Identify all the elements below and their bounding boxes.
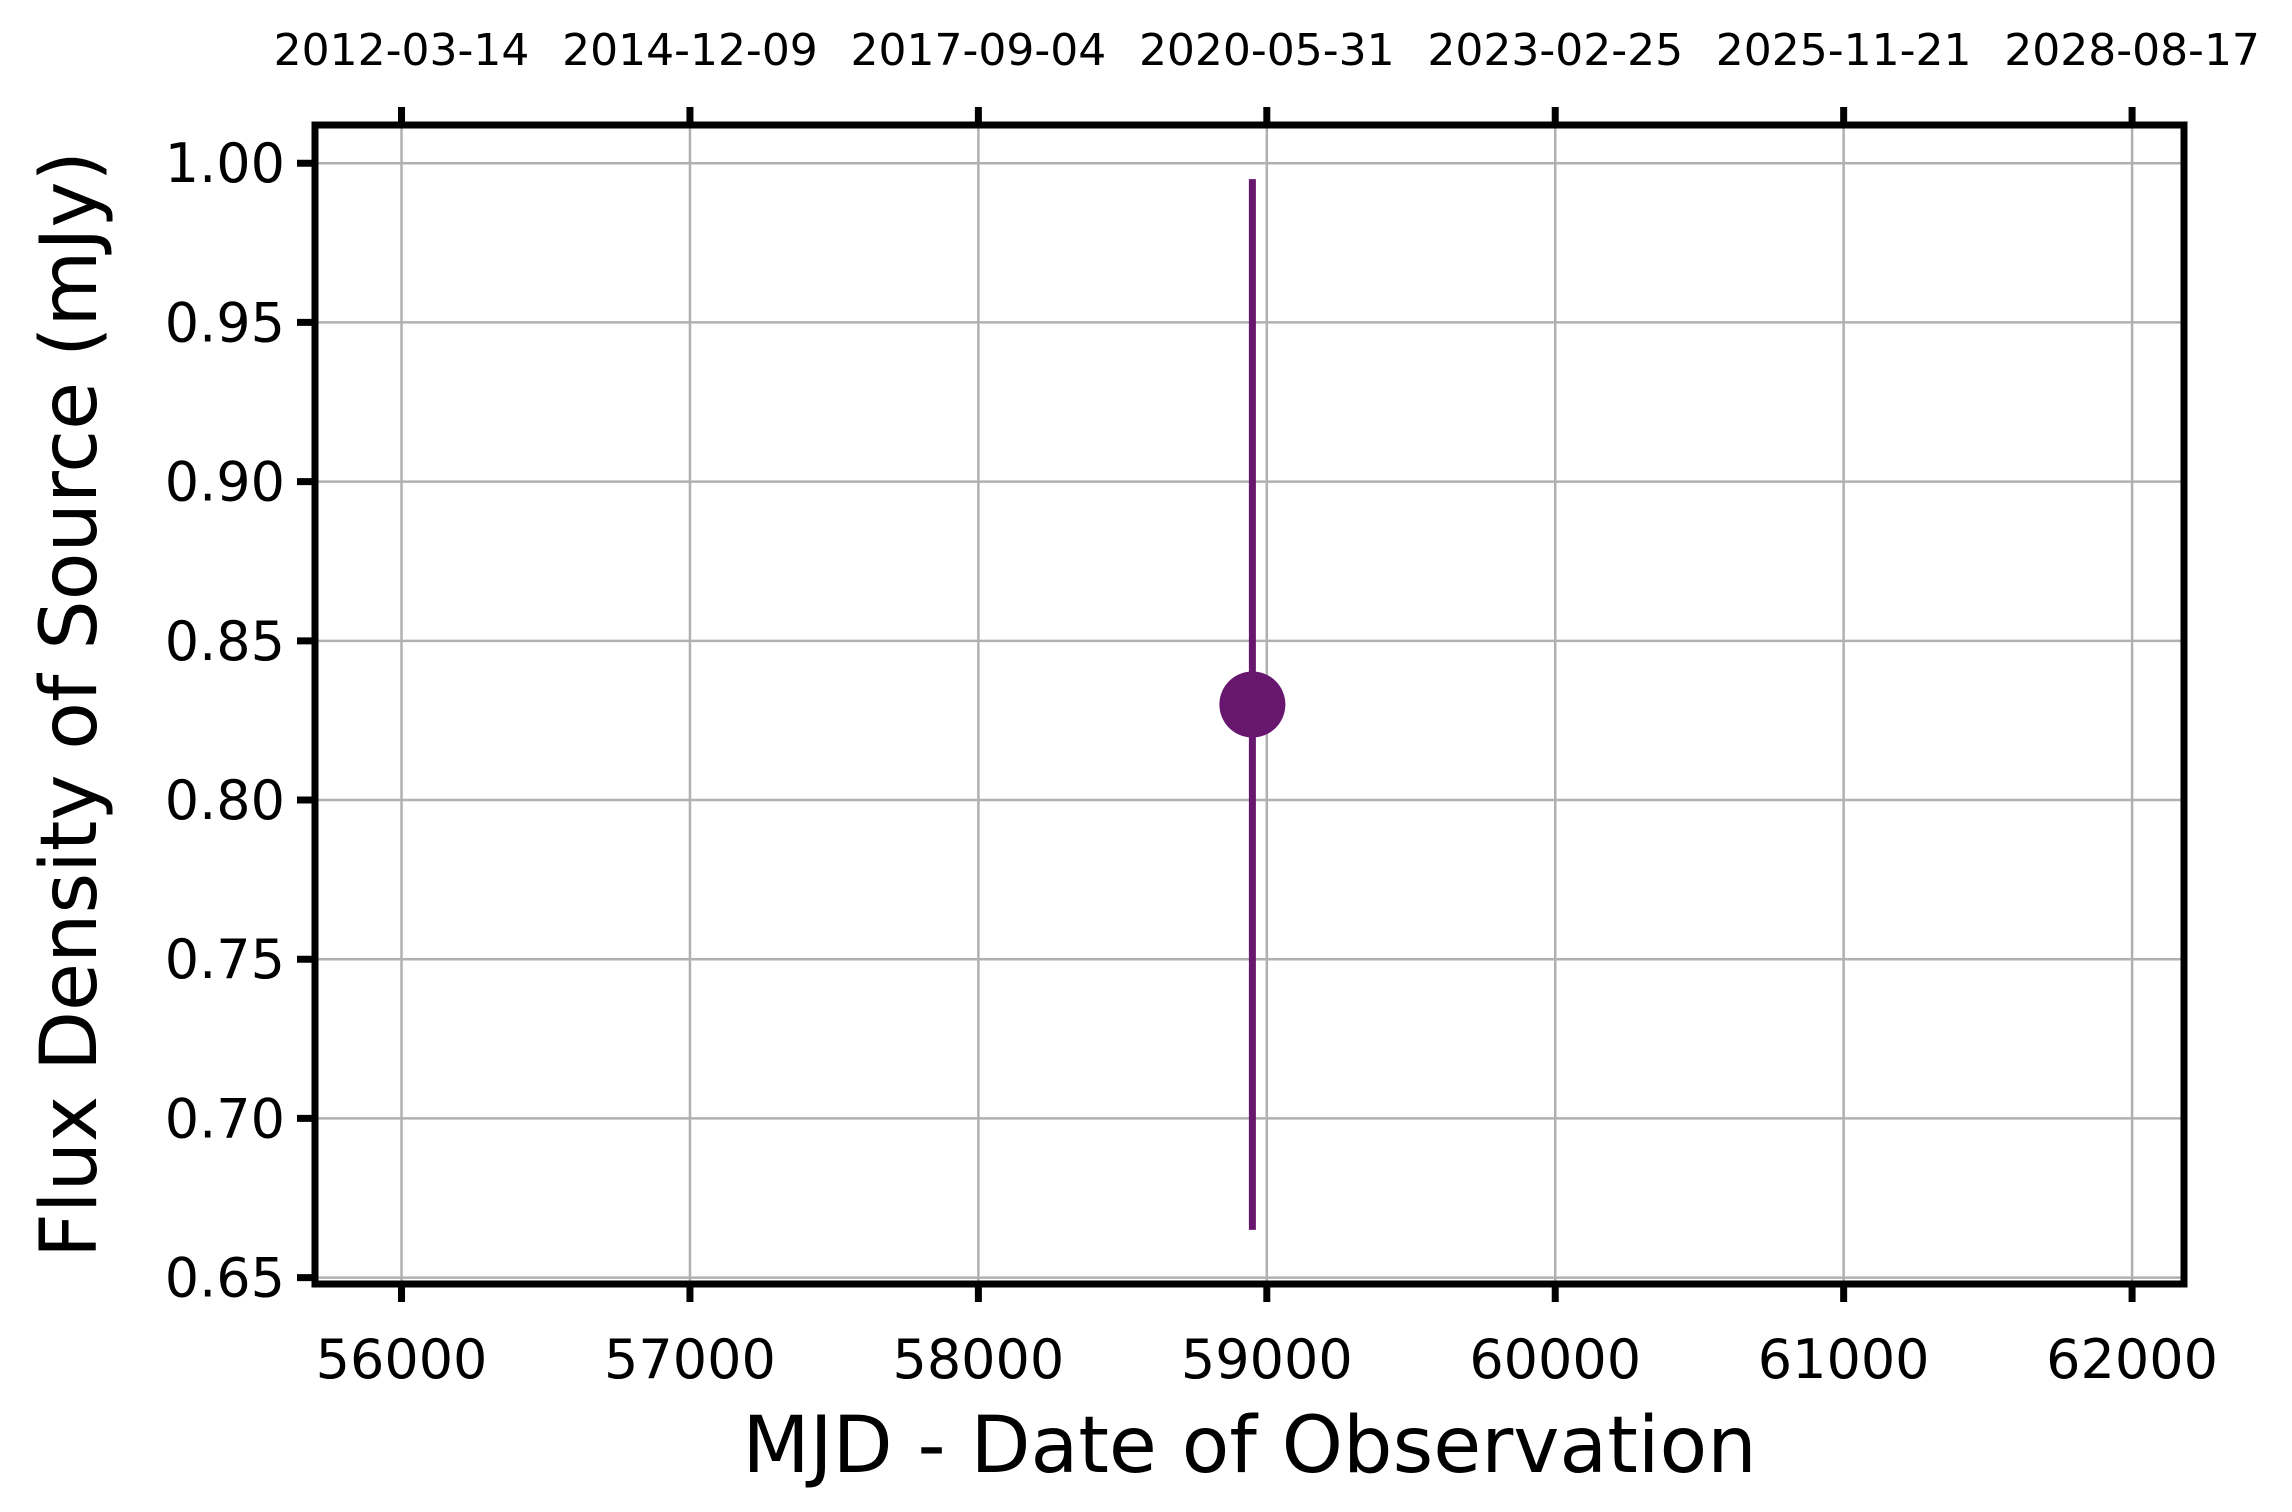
top-date-tick-label: 2020-05-31 <box>1139 25 1395 76</box>
y-tick-label: 0.95 <box>165 291 285 354</box>
y-tick-label: 1.00 <box>165 132 285 195</box>
x-tick-label: 59000 <box>1181 1328 1353 1391</box>
top-date-tick-label: 2023-02-25 <box>1427 25 1683 76</box>
y-tick-label: 0.85 <box>165 610 285 673</box>
tick-labels: 56000 2012-03-14 57000 2014-12-09 58000 2017-… <box>165 25 2260 1391</box>
data-series <box>1219 179 1286 1230</box>
x-tick-label: 61000 <box>1758 1328 1930 1391</box>
data-point <box>1219 671 1286 738</box>
top-date-tick-label: 2014-12-09 <box>562 25 818 76</box>
y-tick-label: 0.75 <box>165 928 285 991</box>
y-axis-title: Flux Density of Source (mJy) <box>25 151 115 1258</box>
x-tick-label: 58000 <box>892 1328 1064 1391</box>
top-date-tick-label: 2017-09-04 <box>851 25 1107 76</box>
x-tick-label: 62000 <box>2046 1328 2218 1391</box>
x-axis-title: MJD - Date of Observation <box>742 1401 1756 1491</box>
plot-frame <box>311 121 2188 1288</box>
top-date-tick-label: 2025-11-21 <box>1716 25 1972 76</box>
top-date-tick-label: 2028-08-17 <box>2004 25 2260 76</box>
x-tick-label: 57000 <box>604 1328 776 1391</box>
top-date-tick-label: 2012-03-14 <box>274 25 530 76</box>
x-tick-label: 60000 <box>1469 1328 1641 1391</box>
y-tick-label: 0.70 <box>165 1087 285 1150</box>
y-tick-label: 0.90 <box>165 451 285 514</box>
x-tick-label: 56000 <box>316 1328 488 1391</box>
y-tick-label: 0.65 <box>165 1247 285 1310</box>
y-tick-label: 0.80 <box>165 769 285 832</box>
axis-ticks <box>297 107 2136 1302</box>
